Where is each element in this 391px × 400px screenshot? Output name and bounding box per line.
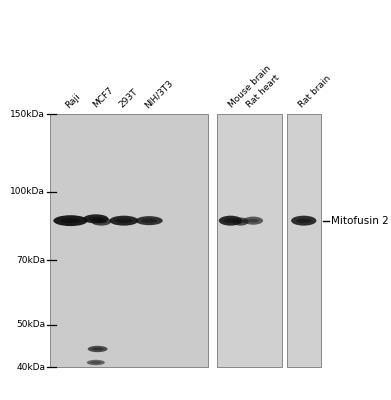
- Ellipse shape: [232, 218, 249, 226]
- Text: Mitofusin 2: Mitofusin 2: [331, 216, 389, 226]
- Text: 150kDa: 150kDa: [10, 110, 45, 119]
- Text: MCF7: MCF7: [91, 86, 115, 110]
- Text: Rat heart: Rat heart: [245, 73, 281, 110]
- Ellipse shape: [224, 218, 238, 223]
- Text: 40kDa: 40kDa: [16, 363, 45, 372]
- Text: Raji: Raji: [64, 91, 83, 110]
- Ellipse shape: [136, 216, 163, 225]
- Ellipse shape: [88, 346, 108, 352]
- Text: 50kDa: 50kDa: [16, 320, 45, 329]
- Ellipse shape: [141, 219, 157, 223]
- Ellipse shape: [53, 215, 88, 226]
- Text: Rat brain: Rat brain: [298, 74, 333, 110]
- Ellipse shape: [247, 219, 259, 222]
- Ellipse shape: [90, 361, 101, 364]
- Text: 70kDa: 70kDa: [16, 256, 45, 264]
- Ellipse shape: [91, 348, 104, 350]
- Ellipse shape: [83, 214, 108, 223]
- Ellipse shape: [109, 216, 138, 226]
- Ellipse shape: [219, 216, 242, 226]
- Text: NIH/3T3: NIH/3T3: [143, 78, 175, 110]
- Ellipse shape: [236, 220, 246, 223]
- Ellipse shape: [95, 220, 107, 223]
- Ellipse shape: [243, 216, 263, 225]
- Text: 100kDa: 100kDa: [10, 187, 45, 196]
- Ellipse shape: [88, 217, 104, 221]
- Bar: [287, 114, 321, 367]
- Ellipse shape: [291, 216, 316, 226]
- Ellipse shape: [87, 360, 105, 365]
- Ellipse shape: [296, 218, 311, 223]
- Text: Mouse brain: Mouse brain: [227, 64, 273, 110]
- Text: 293T: 293T: [117, 87, 140, 110]
- Bar: [217, 114, 282, 367]
- Bar: [50, 114, 208, 367]
- Ellipse shape: [60, 218, 81, 223]
- Ellipse shape: [91, 218, 111, 226]
- Ellipse shape: [115, 218, 133, 223]
